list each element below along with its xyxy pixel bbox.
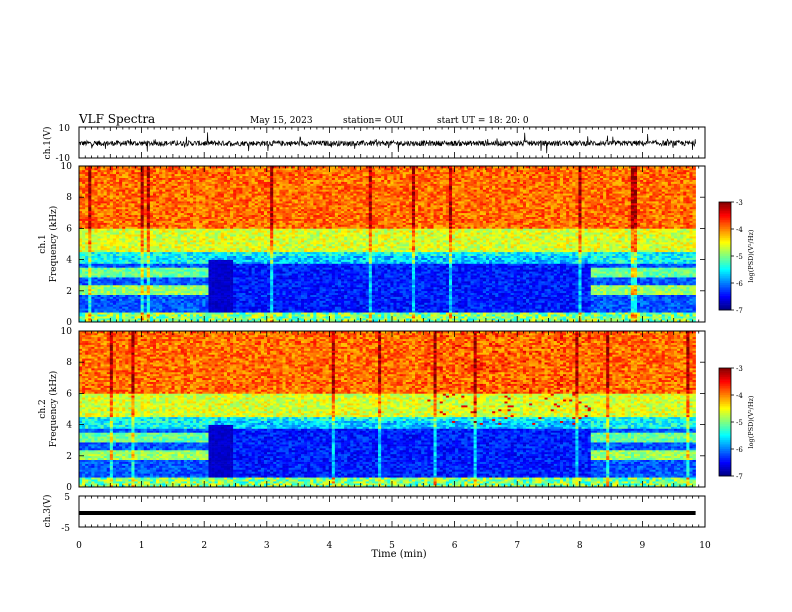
y-tick-label: 2 <box>66 287 72 297</box>
y-tick-label: 8 <box>66 193 72 203</box>
colorbar-tick-label: -7 <box>736 473 743 481</box>
colorbar-tick-label: -5 <box>736 253 743 261</box>
y-tick-label: 0 <box>66 483 72 493</box>
ch1-spec-ylabel-line2: Frequency (kHz) <box>48 206 59 283</box>
y-tick-label: 8 <box>66 358 72 368</box>
start-time-label: start UT = 18: 20: 0 <box>437 116 529 126</box>
colorbar-tick-label: -5 <box>736 419 743 427</box>
ch2-spec-ylabel-line2: Frequency (kHz) <box>48 371 59 448</box>
x-tick-label: 2 <box>201 541 207 551</box>
station-label: station= OUI <box>343 116 404 126</box>
ch1-spectrogram-image <box>79 166 705 322</box>
x-tick-label: 3 <box>264 541 270 551</box>
y-tick-label: 2 <box>66 452 72 462</box>
ch3-ytick-top: 5 <box>64 493 70 503</box>
colorbar-tick-label: -6 <box>736 446 743 454</box>
ch3-waveform-panel: 5 -5 ch.3(V) <box>42 493 705 534</box>
colorbar-label: log(PSD)(V²/Hz) <box>747 395 755 448</box>
colorbar-tick-label: -6 <box>736 280 743 288</box>
colorbar-tick-label: -3 <box>736 199 743 207</box>
ch1-ytick-top: 10 <box>59 124 71 134</box>
ch1-ylabel: ch.1(V) <box>42 127 53 160</box>
x-tick-label: 10 <box>699 541 711 551</box>
x-tick-label: 4 <box>327 541 333 551</box>
y-tick-label: 10 <box>61 162 73 172</box>
ch2-spectrogram-image <box>79 331 705 487</box>
x-tick-label: 9 <box>640 541 646 551</box>
x-tick-label: 1 <box>139 541 145 551</box>
x-axis-label: Time (min) <box>371 549 426 560</box>
x-tick-label: 7 <box>514 541 520 551</box>
x-tick-label: 6 <box>452 541 458 551</box>
y-tick-label: 6 <box>66 224 72 234</box>
colorbar-tick-label: -7 <box>736 307 743 315</box>
colorbar-tick-label: -3 <box>736 365 743 373</box>
y-tick-label: 4 <box>66 256 72 266</box>
ch1-waveform-panel: 10 -10 ch.1(V) <box>42 124 705 164</box>
ch1-colorbar: -3 -4 -5 -6 -7 log(PSD)(V²/Hz) <box>719 199 755 315</box>
ch3-ytick-bottom: -5 <box>61 524 70 534</box>
ch1-spec-ylabel-line1: ch.1 <box>38 234 48 253</box>
colorbar-tick-label: -4 <box>736 392 743 400</box>
ch2-spectrogram-panel: 0 2 4 6 8 10 ch.2 Frequency (kHz) -3 -4 -5 -6 -7 l… <box>38 327 755 493</box>
date-label: May 15, 2023 <box>250 116 313 126</box>
colorbar-tick-label: -4 <box>736 226 743 234</box>
ch3-ylabel: ch.3(V) <box>42 495 53 528</box>
y-tick-label: 10 <box>61 327 73 337</box>
x-tick-label: 8 <box>577 541 583 551</box>
y-tick-label: 4 <box>66 421 72 431</box>
figure-title: VLF Spectra <box>78 112 155 126</box>
x-tick-label: 0 <box>76 541 82 551</box>
y-tick-label: 6 <box>66 389 72 399</box>
ch2-spec-ylabel-line1: ch.2 <box>38 399 48 418</box>
ch2-colorbar: -3 -4 -5 -6 -7 log(PSD)(V²/Hz) <box>719 365 755 481</box>
colorbar-label: log(PSD)(V²/Hz) <box>747 229 755 282</box>
